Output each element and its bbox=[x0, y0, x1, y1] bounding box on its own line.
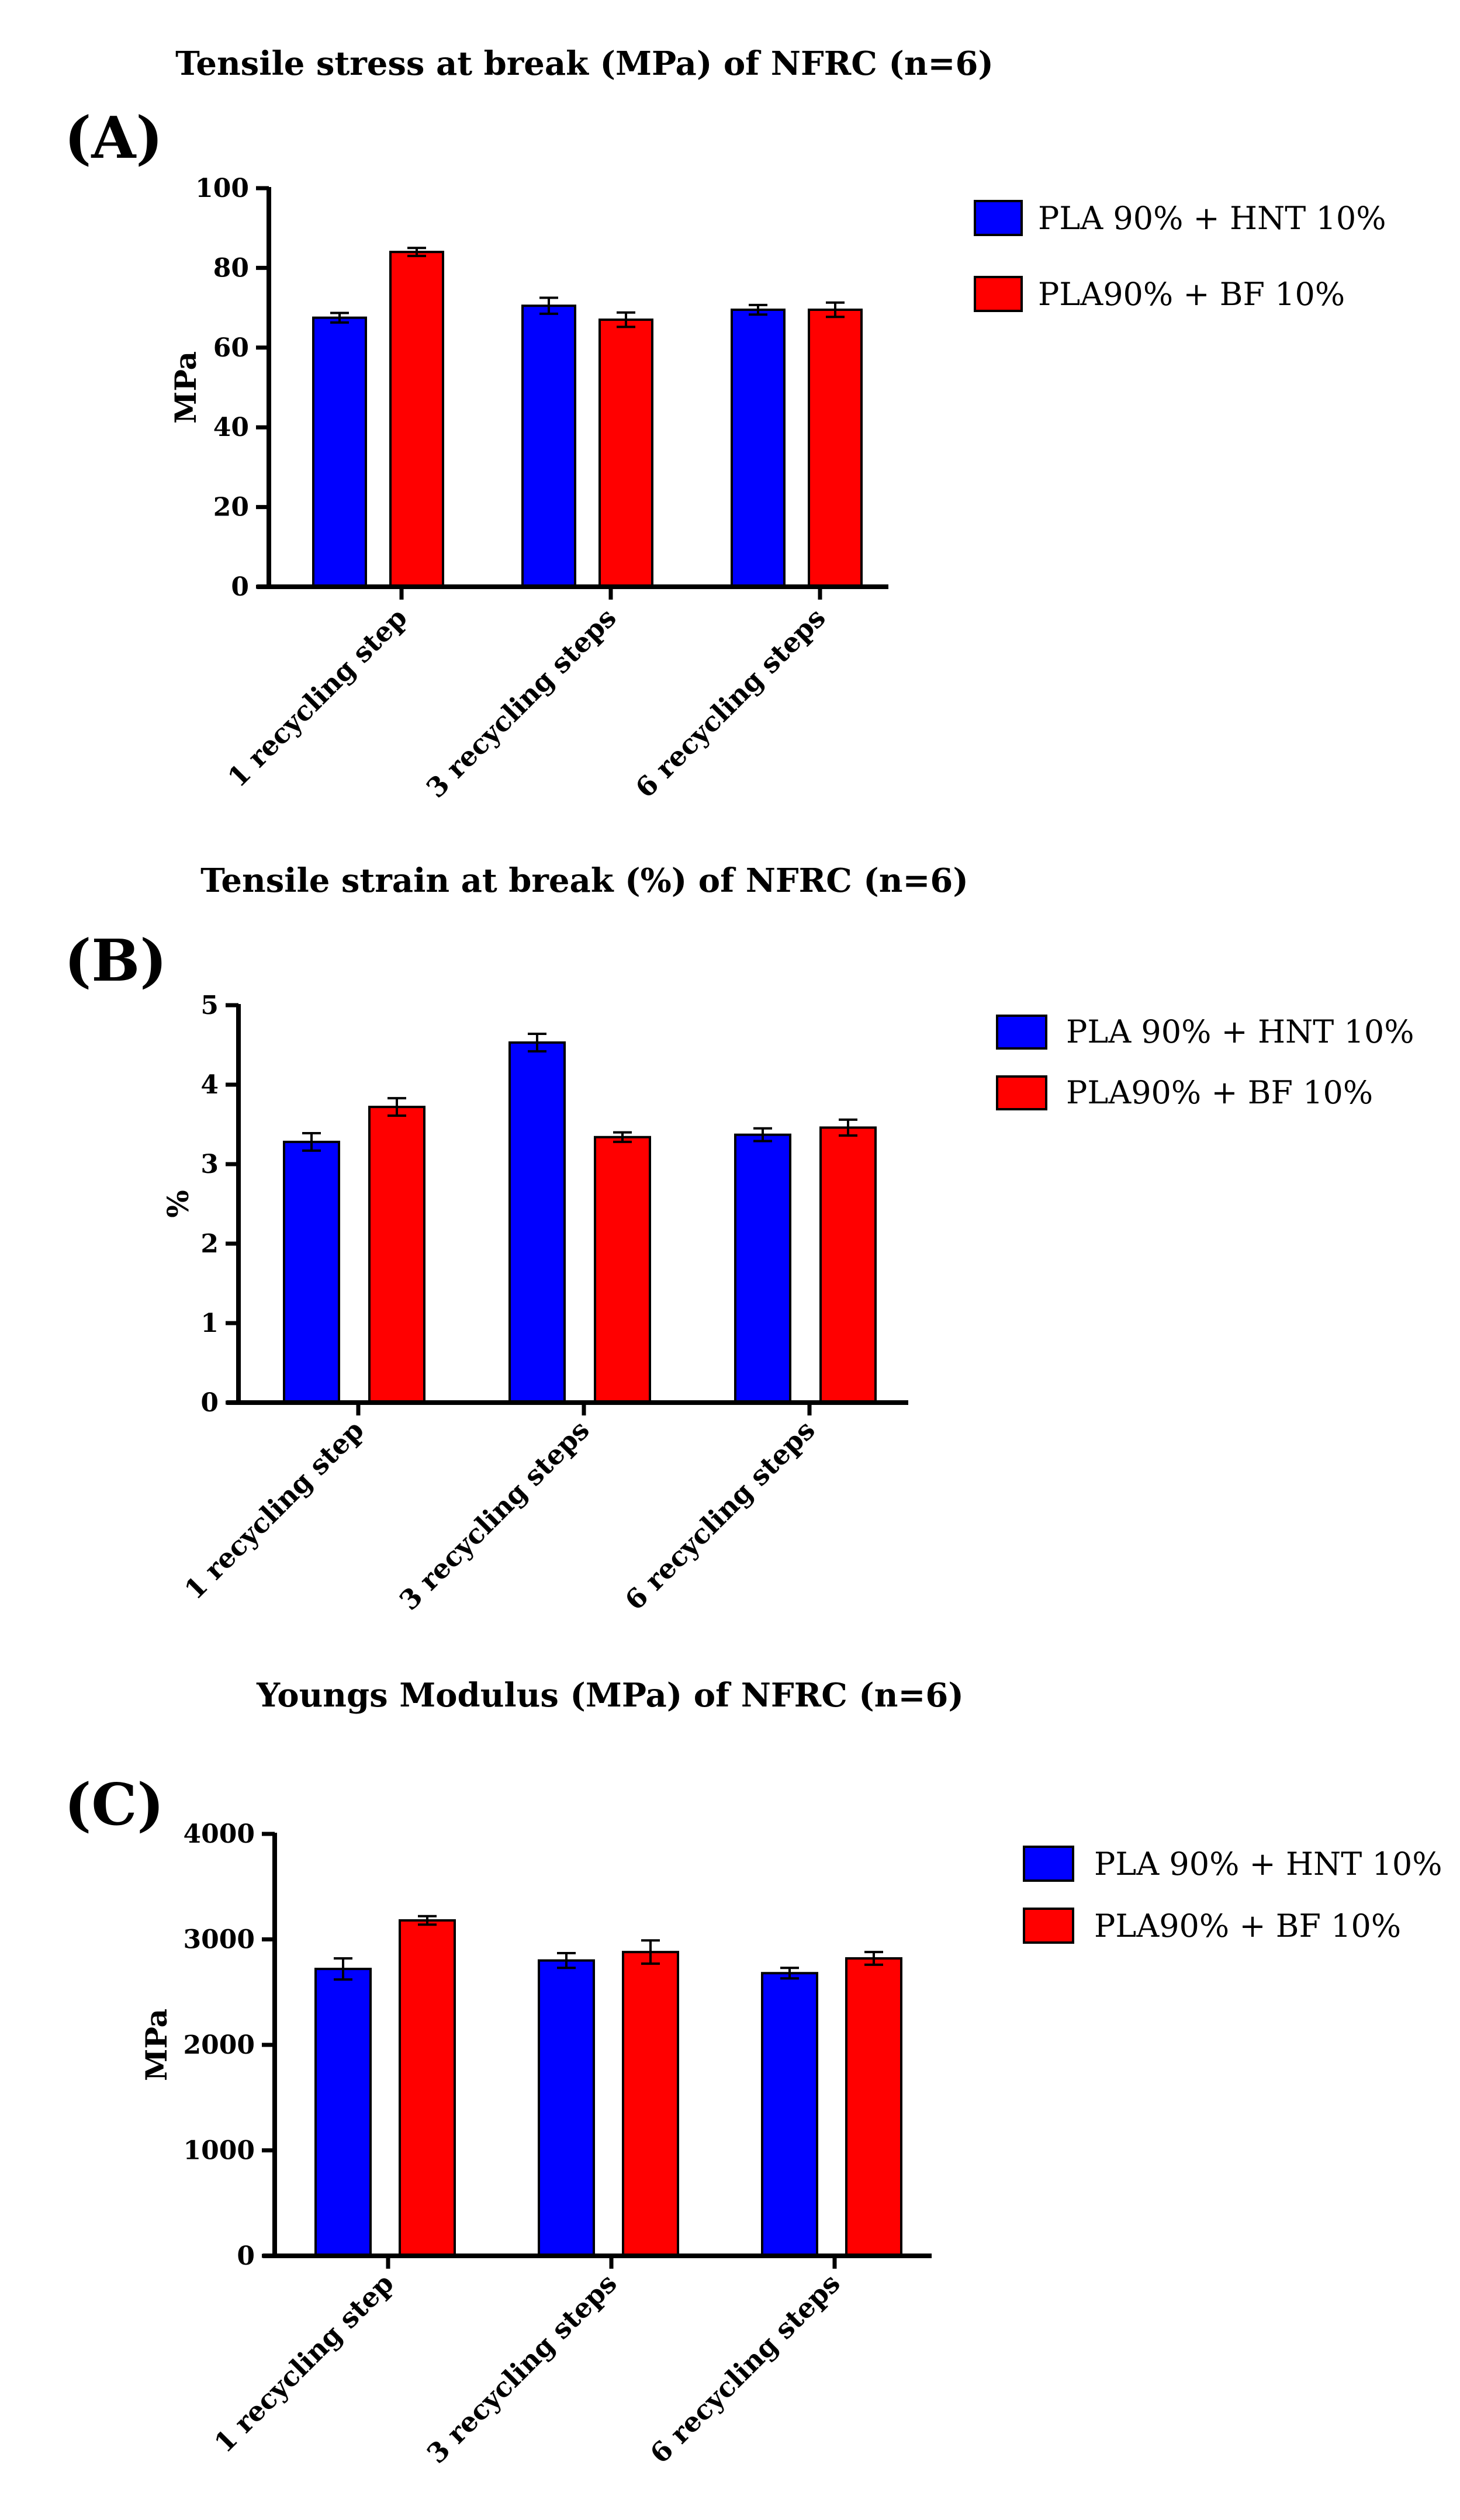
bar-bf-2 bbox=[622, 1951, 679, 2257]
x-tick-label: 3 recycling steps bbox=[420, 602, 622, 804]
x-tick-label: 6 recycling steps bbox=[644, 2268, 846, 2470]
chart-panel-2: Tensile strain at break (%) of NFRC (n=6… bbox=[64, 861, 1414, 1616]
bar-bf-1 bbox=[389, 251, 444, 588]
error-bar bbox=[617, 311, 635, 328]
legend-swatch-hnt bbox=[974, 200, 1023, 236]
y-tick-label: 40 bbox=[213, 413, 249, 442]
x-tick-label: 3 recycling steps bbox=[393, 1414, 596, 1616]
legend-swatch-hnt bbox=[996, 1015, 1047, 1050]
legend-label-hnt: PLA 90% + HNT 10% bbox=[1066, 1013, 1414, 1050]
bar-bf-3 bbox=[819, 1126, 877, 1404]
panel-label: (A) bbox=[64, 105, 163, 172]
bar-bf-3 bbox=[845, 1957, 902, 2257]
y-tick-label: 5 bbox=[200, 991, 219, 1020]
x-tick-label: 1 recycling step bbox=[178, 1414, 370, 1606]
y-tick-label: 3000 bbox=[184, 1925, 255, 1955]
chart-title: Tensile stress at break (MPa) of NFRC (n… bbox=[175, 44, 994, 83]
y-tick-label: 20 bbox=[213, 493, 249, 522]
chart-title: Tensile strain at break (%) of NFRC (n=6… bbox=[200, 861, 968, 900]
legend-label-bf: PLA90% + BF 10% bbox=[1094, 1908, 1401, 1944]
error-bar bbox=[528, 1032, 546, 1053]
y-axis-label: MPa bbox=[168, 351, 203, 424]
panel-label: (C) bbox=[64, 1771, 164, 1839]
y-tick-label: 0 bbox=[237, 2241, 255, 2271]
y-tick-label: 2000 bbox=[184, 2030, 255, 2060]
legend-swatch-bf bbox=[1023, 1908, 1074, 1944]
legend-label-bf: PLA90% + BF 10% bbox=[1038, 276, 1345, 313]
bar-bf-1 bbox=[368, 1106, 425, 1404]
bar-hnt-3 bbox=[731, 309, 786, 588]
x-tick-label: 6 recycling steps bbox=[629, 602, 832, 804]
error-bar bbox=[780, 1967, 799, 1980]
y-axis-label: MPa bbox=[139, 2009, 174, 2081]
bar-hnt-3 bbox=[734, 1133, 791, 1404]
error-bar bbox=[839, 1118, 857, 1137]
y-tick-label: 3 bbox=[200, 1150, 219, 1179]
bar-bf-3 bbox=[808, 309, 863, 588]
bar-hnt-1 bbox=[283, 1140, 340, 1404]
bar-hnt-2 bbox=[508, 1041, 566, 1404]
bar-hnt-2 bbox=[538, 1959, 595, 2258]
bar-hnt-1 bbox=[314, 1968, 372, 2258]
error-bar bbox=[557, 1951, 576, 1969]
error-bar bbox=[613, 1131, 632, 1143]
legend-swatch-hnt bbox=[1023, 1846, 1074, 1882]
error-bar bbox=[418, 1915, 437, 1926]
y-tick-label: 1 bbox=[200, 1309, 219, 1338]
legend: PLA 90% + HNT 10% PLA90% + BF 10% bbox=[974, 200, 1386, 313]
y-tick-label: 100 bbox=[195, 174, 249, 203]
legend: PLA 90% + HNT 10% PLA90% + BF 10% bbox=[1023, 1846, 1442, 1944]
x-tick-label: 1 recycling step bbox=[222, 602, 413, 794]
chart-panel-1: Tensile stress at break (MPa) of NFRC (n… bbox=[64, 44, 1386, 804]
error-bar bbox=[749, 303, 767, 316]
bar-bf-2 bbox=[598, 319, 653, 588]
bar-hnt-2 bbox=[521, 304, 576, 588]
error-bar bbox=[407, 247, 426, 257]
bar-bf-2 bbox=[594, 1136, 651, 1404]
y-tick-label: 2 bbox=[200, 1229, 219, 1259]
y-tick-label: 80 bbox=[213, 253, 249, 283]
error-bar bbox=[753, 1127, 772, 1143]
bar-bf-1 bbox=[399, 1919, 456, 2257]
y-tick-label: 1000 bbox=[184, 2136, 255, 2166]
x-tick-label: 6 recycling steps bbox=[619, 1414, 821, 1616]
y-tick-label: 0 bbox=[231, 572, 249, 602]
legend-swatch-bf bbox=[974, 276, 1023, 312]
error-bar bbox=[826, 301, 845, 319]
legend-label-bf: PLA90% + BF 10% bbox=[1066, 1074, 1373, 1111]
legend-swatch-bf bbox=[996, 1075, 1047, 1110]
error-bar bbox=[539, 296, 558, 315]
error-bar bbox=[864, 1951, 883, 1966]
y-tick-label: 4000 bbox=[184, 1819, 255, 1849]
legend-label-hnt: PLA 90% + HNT 10% bbox=[1038, 200, 1386, 237]
error-bar bbox=[330, 311, 349, 324]
y-tick-label: 0 bbox=[200, 1388, 219, 1418]
y-tick-label: 4 bbox=[200, 1070, 219, 1100]
legend: PLA 90% + HNT 10% PLA90% + BF 10% bbox=[996, 1013, 1414, 1111]
legend-label-hnt: PLA 90% + HNT 10% bbox=[1094, 1846, 1442, 1882]
y-tick-label: 60 bbox=[213, 333, 249, 363]
error-bar bbox=[334, 1957, 352, 1981]
error-bar bbox=[302, 1131, 321, 1152]
y-axis-label: % bbox=[161, 1190, 195, 1218]
bar-hnt-1 bbox=[312, 316, 367, 589]
panel-label: (B) bbox=[64, 927, 167, 995]
bar-hnt-3 bbox=[761, 1972, 818, 2257]
x-tick-label: 1 recycling step bbox=[208, 2268, 400, 2459]
chart-panel-3: Youngs Modulus (MPa) of NFRC (n=6) (C) 0 10… bbox=[64, 1676, 1442, 2470]
x-tick-label: 3 recycling steps bbox=[421, 2268, 623, 2470]
error-bar bbox=[388, 1097, 406, 1117]
error-bar bbox=[641, 1939, 660, 1965]
chart-title: Youngs Modulus (MPa) of NFRC (n=6) bbox=[256, 1676, 964, 1715]
